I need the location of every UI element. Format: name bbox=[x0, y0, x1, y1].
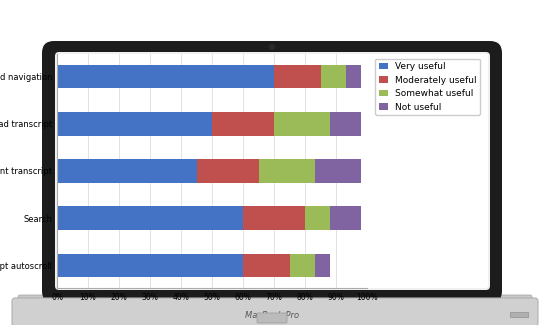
Bar bbox=[57, 206, 243, 230]
Bar bbox=[259, 159, 315, 183]
Bar bbox=[212, 112, 274, 136]
Bar bbox=[346, 65, 361, 88]
Bar bbox=[197, 159, 259, 183]
FancyBboxPatch shape bbox=[12, 298, 538, 325]
Bar bbox=[274, 112, 330, 136]
Bar bbox=[57, 112, 212, 136]
Bar bbox=[290, 254, 315, 277]
Bar bbox=[42, 299, 502, 307]
Bar bbox=[321, 65, 346, 88]
FancyBboxPatch shape bbox=[57, 54, 488, 288]
Bar bbox=[243, 206, 305, 230]
Bar bbox=[57, 254, 243, 277]
Bar bbox=[57, 159, 197, 183]
Text: MacBook Pro: MacBook Pro bbox=[245, 310, 299, 319]
Bar bbox=[305, 206, 330, 230]
Bar bbox=[330, 112, 361, 136]
Bar bbox=[510, 312, 528, 317]
Legend: Very useful, Moderately useful, Somewhat useful, Not useful: Very useful, Moderately useful, Somewhat… bbox=[375, 58, 480, 115]
Bar bbox=[57, 65, 274, 88]
Bar bbox=[330, 206, 361, 230]
Circle shape bbox=[269, 45, 274, 49]
FancyBboxPatch shape bbox=[18, 295, 532, 325]
Bar bbox=[274, 65, 321, 88]
FancyBboxPatch shape bbox=[42, 41, 502, 303]
Bar bbox=[315, 159, 361, 183]
FancyBboxPatch shape bbox=[257, 313, 287, 323]
FancyBboxPatch shape bbox=[55, 52, 490, 290]
Bar bbox=[243, 254, 290, 277]
Bar bbox=[315, 254, 330, 277]
